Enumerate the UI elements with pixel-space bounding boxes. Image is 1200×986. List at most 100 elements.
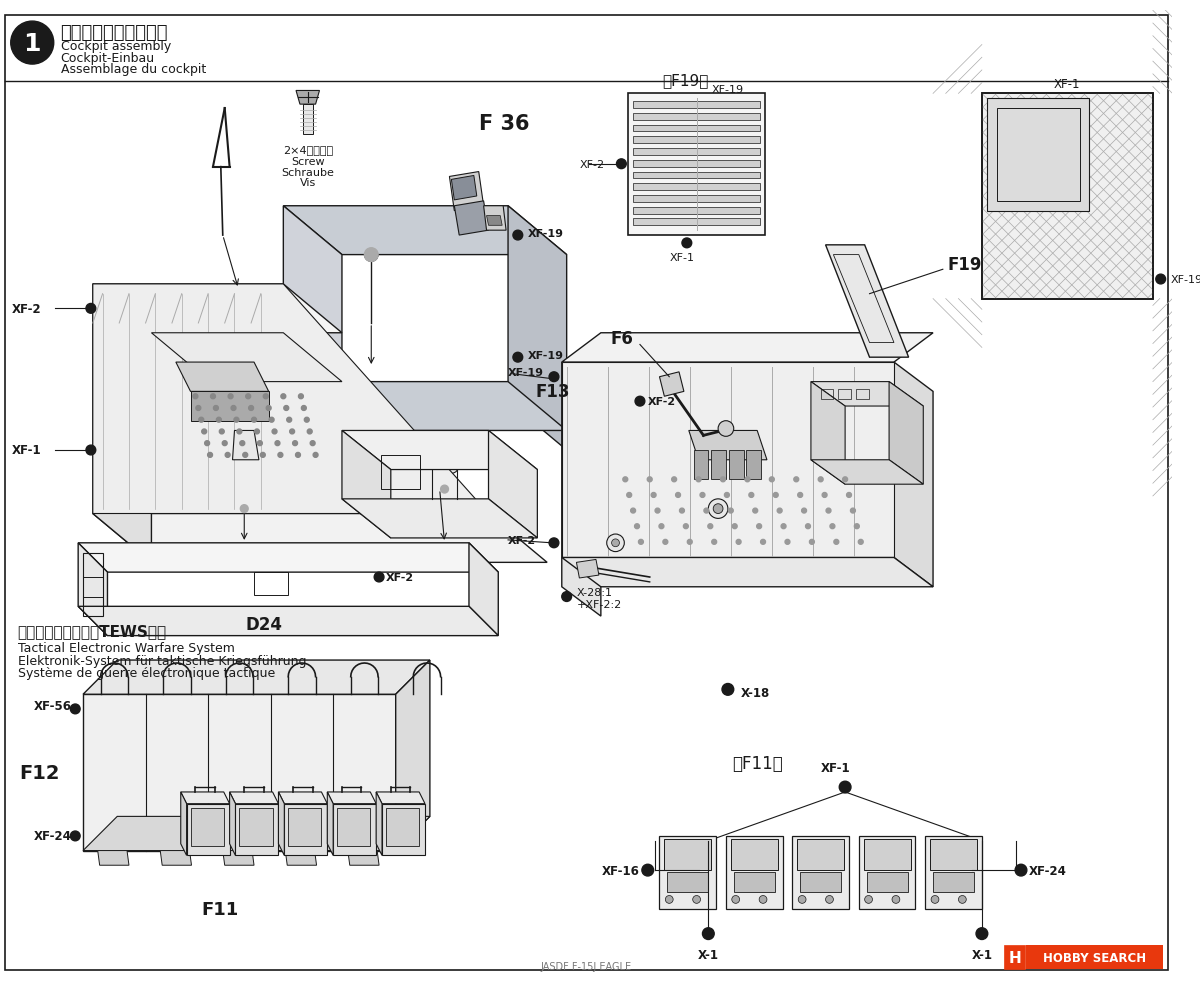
Polygon shape: [797, 839, 844, 871]
Polygon shape: [576, 560, 599, 579]
Circle shape: [794, 477, 799, 482]
Circle shape: [612, 539, 619, 547]
Text: F 36: F 36: [479, 113, 529, 133]
Polygon shape: [934, 873, 974, 891]
Circle shape: [655, 509, 660, 514]
Circle shape: [228, 394, 233, 399]
Circle shape: [287, 418, 292, 423]
Polygon shape: [191, 392, 269, 421]
Circle shape: [638, 540, 643, 544]
Circle shape: [193, 394, 198, 399]
Text: Assemblage du cockpit: Assemblage du cockpit: [60, 63, 206, 76]
Text: XF-2: XF-2: [12, 303, 41, 316]
Circle shape: [713, 504, 722, 514]
Circle shape: [752, 509, 757, 514]
Circle shape: [679, 509, 684, 514]
Circle shape: [826, 509, 830, 514]
Circle shape: [732, 895, 739, 903]
Polygon shape: [811, 383, 845, 485]
Circle shape: [252, 418, 257, 423]
Circle shape: [313, 453, 318, 458]
Polygon shape: [296, 92, 319, 106]
Polygon shape: [488, 431, 538, 538]
Text: XF-1: XF-1: [670, 252, 695, 262]
Polygon shape: [283, 206, 342, 431]
Polygon shape: [334, 804, 376, 856]
Polygon shape: [484, 206, 506, 231]
Circle shape: [725, 493, 730, 498]
Polygon shape: [508, 206, 566, 451]
Polygon shape: [181, 792, 187, 856]
Circle shape: [732, 525, 737, 529]
Polygon shape: [302, 106, 313, 135]
Circle shape: [232, 406, 236, 411]
Polygon shape: [634, 125, 760, 132]
Polygon shape: [181, 792, 229, 804]
Polygon shape: [660, 836, 716, 909]
Polygon shape: [634, 196, 760, 203]
Circle shape: [86, 304, 96, 314]
Circle shape: [635, 396, 644, 406]
Text: 《戦術電子戦装置（TEWS）》: 《戦術電子戦装置（TEWS）》: [18, 623, 167, 639]
Circle shape: [810, 540, 815, 544]
Polygon shape: [634, 219, 760, 226]
Text: HOBBY SEARCH: HOBBY SEARCH: [1043, 951, 1146, 963]
Polygon shape: [187, 804, 229, 856]
Text: XF-16: XF-16: [602, 864, 640, 877]
Polygon shape: [235, 804, 278, 856]
Text: XF-19: XF-19: [712, 85, 743, 95]
Polygon shape: [826, 246, 908, 358]
Polygon shape: [800, 873, 841, 891]
Text: XF-19: XF-19: [508, 368, 544, 378]
Circle shape: [959, 895, 966, 903]
Text: F13: F13: [535, 383, 570, 401]
Text: Schraube: Schraube: [281, 168, 334, 177]
Text: H: H: [1009, 950, 1021, 964]
Circle shape: [839, 782, 851, 793]
Polygon shape: [660, 373, 684, 396]
Polygon shape: [930, 839, 977, 871]
Text: Vis: Vis: [300, 178, 316, 188]
Circle shape: [234, 418, 239, 423]
Polygon shape: [712, 451, 726, 480]
Circle shape: [802, 509, 806, 514]
Text: Cockpit-Einbau: Cockpit-Einbau: [60, 51, 155, 65]
Polygon shape: [288, 808, 322, 846]
Circle shape: [822, 493, 827, 498]
Circle shape: [295, 453, 300, 458]
Circle shape: [976, 928, 988, 940]
Circle shape: [834, 540, 839, 544]
Circle shape: [712, 540, 716, 544]
Polygon shape: [634, 149, 760, 156]
Circle shape: [722, 684, 733, 695]
Circle shape: [626, 493, 631, 498]
Circle shape: [512, 231, 523, 241]
Circle shape: [769, 477, 774, 482]
Polygon shape: [866, 873, 907, 891]
Circle shape: [647, 477, 652, 482]
Polygon shape: [451, 176, 476, 201]
Bar: [996, 108, 1080, 202]
Circle shape: [550, 538, 559, 548]
Circle shape: [289, 430, 294, 435]
Text: 《F11》: 《F11》: [732, 754, 782, 772]
Bar: [986, 100, 1090, 212]
Circle shape: [278, 453, 283, 458]
Polygon shape: [634, 173, 760, 179]
Circle shape: [761, 540, 766, 544]
Circle shape: [512, 353, 523, 363]
Circle shape: [846, 493, 852, 498]
Text: F11: F11: [202, 900, 239, 918]
Text: X-1: X-1: [698, 949, 719, 961]
Polygon shape: [176, 363, 269, 392]
Polygon shape: [726, 836, 782, 909]
Circle shape: [220, 430, 224, 435]
Polygon shape: [92, 285, 488, 514]
Text: F6: F6: [611, 329, 634, 347]
Text: XF-24: XF-24: [1028, 864, 1067, 877]
Circle shape: [240, 505, 248, 513]
Circle shape: [216, 418, 221, 423]
Text: 2×4㎜皿ビス: 2×4㎜皿ビス: [283, 145, 332, 155]
Circle shape: [562, 592, 571, 601]
Circle shape: [749, 493, 754, 498]
